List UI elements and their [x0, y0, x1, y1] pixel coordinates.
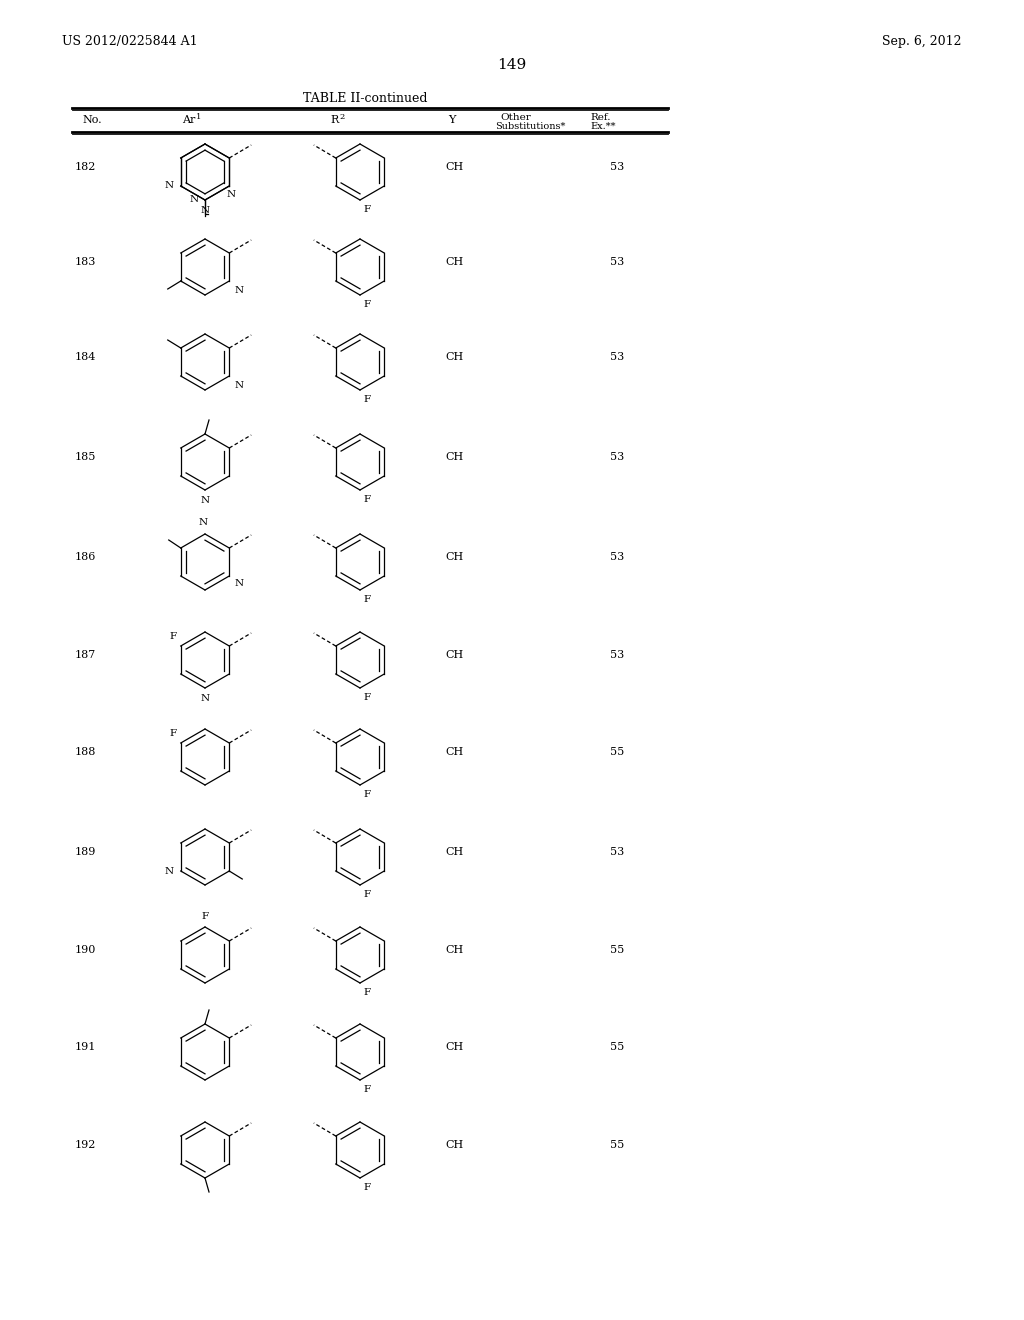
Text: CH: CH	[445, 352, 463, 362]
Text: No.: No.	[82, 115, 101, 125]
Text: F: F	[362, 1085, 370, 1094]
Text: 182: 182	[75, 162, 96, 172]
Text: CH: CH	[445, 1041, 463, 1052]
Text: N: N	[234, 286, 244, 294]
Text: F: F	[362, 595, 370, 605]
Text: N: N	[189, 195, 199, 205]
Text: F: F	[362, 495, 370, 504]
Text: CH: CH	[445, 847, 463, 857]
Text: N: N	[165, 866, 174, 875]
Text: 186: 186	[75, 552, 96, 562]
Text: 55: 55	[610, 1041, 625, 1052]
Text: Substitutions*: Substitutions*	[495, 121, 565, 131]
Text: F: F	[170, 729, 177, 738]
Text: N: N	[226, 190, 236, 199]
Text: F: F	[170, 632, 177, 642]
Text: 2: 2	[339, 114, 344, 121]
Text: N: N	[234, 579, 244, 587]
Text: 149: 149	[498, 58, 526, 73]
Text: 192: 192	[75, 1140, 96, 1150]
Text: 191: 191	[75, 1041, 96, 1052]
Text: CH: CH	[445, 649, 463, 660]
Text: Ex.**: Ex.**	[590, 121, 615, 131]
Text: F: F	[362, 987, 370, 997]
Text: CH: CH	[445, 451, 463, 462]
Text: N: N	[201, 206, 210, 215]
Text: F: F	[362, 890, 370, 899]
Text: CH: CH	[445, 162, 463, 172]
Text: F: F	[362, 300, 370, 309]
Text: 1: 1	[196, 114, 202, 121]
Text: Ref.: Ref.	[590, 114, 610, 121]
Text: F: F	[202, 912, 209, 921]
Text: 53: 53	[610, 352, 625, 362]
Text: F: F	[362, 1183, 370, 1192]
Text: US 2012/0225844 A1: US 2012/0225844 A1	[62, 36, 198, 48]
Text: 53: 53	[610, 257, 625, 267]
Text: 53: 53	[610, 451, 625, 462]
Text: F: F	[362, 395, 370, 404]
Text: F: F	[362, 693, 370, 702]
Text: 183: 183	[75, 257, 96, 267]
Text: CH: CH	[445, 747, 463, 756]
Text: N: N	[201, 496, 210, 506]
Text: 189: 189	[75, 847, 96, 857]
Text: Other: Other	[500, 114, 530, 121]
Text: 185: 185	[75, 451, 96, 462]
Text: CH: CH	[445, 257, 463, 267]
Text: 187: 187	[75, 649, 96, 660]
Text: Y: Y	[449, 115, 456, 125]
Text: F: F	[362, 205, 370, 214]
Text: 53: 53	[610, 552, 625, 562]
Text: 55: 55	[610, 747, 625, 756]
Text: CH: CH	[445, 552, 463, 562]
Text: N: N	[234, 381, 244, 389]
Text: R: R	[330, 115, 338, 125]
Text: 53: 53	[610, 847, 625, 857]
Text: 55: 55	[610, 945, 625, 954]
Text: 184: 184	[75, 352, 96, 362]
Text: TABLE II-continued: TABLE II-continued	[303, 92, 427, 106]
Text: 53: 53	[610, 649, 625, 660]
Text: Sep. 6, 2012: Sep. 6, 2012	[883, 36, 962, 48]
Text: N: N	[199, 517, 208, 527]
Text: CH: CH	[445, 945, 463, 954]
Text: Ar: Ar	[182, 115, 196, 125]
Text: N: N	[165, 181, 174, 190]
Text: CH: CH	[445, 1140, 463, 1150]
Text: 53: 53	[610, 162, 625, 172]
Text: 55: 55	[610, 1140, 625, 1150]
Text: 188: 188	[75, 747, 96, 756]
Text: F: F	[362, 789, 370, 799]
Text: 190: 190	[75, 945, 96, 954]
Text: N: N	[201, 694, 210, 704]
